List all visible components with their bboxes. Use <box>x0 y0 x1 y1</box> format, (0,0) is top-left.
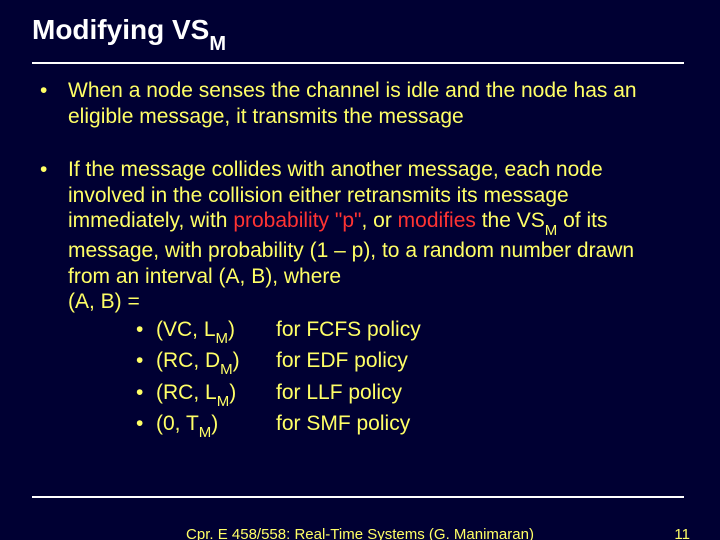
b2-part5: the VS <box>476 209 545 232</box>
policy-expr: (RC, DM) <box>156 348 276 377</box>
bullet-2: • If the message collides with another m… <box>40 157 680 442</box>
policy-sub: M <box>220 361 233 378</box>
policy-r: ) <box>211 412 218 435</box>
policy-sub: M <box>199 424 212 441</box>
policy-for: for EDF policy <box>276 348 680 374</box>
policy-expr: (RC, LM) <box>156 380 276 409</box>
page-number: 11 <box>674 526 690 540</box>
bullet-dot: • <box>136 380 156 406</box>
policy-r: ) <box>229 381 236 404</box>
slide-title: Modifying VSM <box>32 14 226 52</box>
title-text: Modifying VS <box>32 14 209 45</box>
bullet-dot: • <box>40 78 68 129</box>
bullet-dot: • <box>40 157 68 442</box>
title-subscript: M <box>209 33 226 55</box>
policy-r: ) <box>228 318 235 341</box>
bullet-dot: • <box>136 411 156 437</box>
policy-for: for FCFS policy <box>276 317 680 343</box>
policy-expr: (0, TM) <box>156 411 276 440</box>
title-rule <box>32 62 684 64</box>
policy-row: • (RC, LM) for LLF policy <box>136 380 680 409</box>
policy-r: ) <box>233 349 240 372</box>
policy-l: (0, T <box>156 412 199 435</box>
slide: Modifying VSM • When a node senses the c… <box>0 0 720 540</box>
policy-sub: M <box>217 393 230 410</box>
bullet-1-text: When a node senses the channel is idle a… <box>68 78 680 129</box>
b2-subscript: M <box>545 222 558 239</box>
policy-sub: M <box>216 330 229 347</box>
bullet-dot: • <box>136 348 156 374</box>
b2-part3: , or <box>361 209 397 232</box>
b2-ab: (A, B) = <box>68 290 140 313</box>
policy-row: • (0, TM) for SMF policy <box>136 411 680 440</box>
b2-accent2: modifies <box>398 209 476 232</box>
policy-for: for SMF policy <box>276 411 680 437</box>
footer-rule <box>32 496 684 498</box>
policy-l: (VC, L <box>156 318 216 341</box>
policy-for: for LLF policy <box>276 380 680 406</box>
policy-expr: (VC, LM) <box>156 317 276 346</box>
policy-l: (RC, D <box>156 349 220 372</box>
bullet-1: • When a node senses the channel is idle… <box>40 78 680 129</box>
policy-l: (RC, L <box>156 381 217 404</box>
content: • When a node senses the channel is idle… <box>40 78 680 443</box>
policy-row: • (RC, DM) for EDF policy <box>136 348 680 377</box>
footer-text: Cpr. E 458/558: Real-Time Systems (G. Ma… <box>0 526 720 540</box>
policy-list: • (VC, LM) for FCFS policy • (RC, DM) fo… <box>136 317 680 441</box>
bullet-2-text: If the message collides with another mes… <box>68 157 680 442</box>
bullet-dot: • <box>136 317 156 343</box>
b2-accent1: probability "p" <box>233 209 361 232</box>
policy-row: • (VC, LM) for FCFS policy <box>136 317 680 346</box>
